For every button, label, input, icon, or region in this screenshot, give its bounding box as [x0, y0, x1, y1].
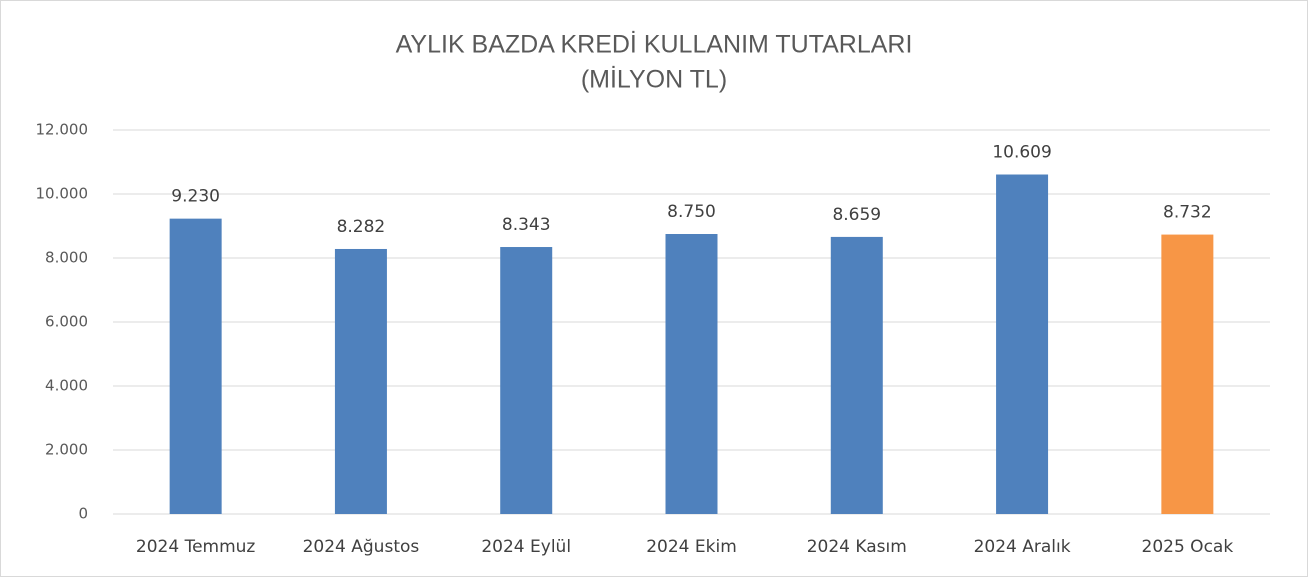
- data-label: 8.750: [667, 202, 716, 222]
- data-label: 8.659: [832, 205, 881, 225]
- bar: [830, 236, 883, 515]
- data-label: 10.609: [992, 143, 1051, 163]
- bar: [1161, 234, 1214, 515]
- bar: [500, 247, 553, 515]
- x-tick-label: 2024 Kasım: [807, 537, 907, 557]
- x-tick-label: 2025 Ocak: [1142, 537, 1234, 557]
- x-tick-label: 2024 Eylül: [481, 537, 571, 557]
- x-tick-label: 2024 Ekim: [646, 537, 737, 557]
- bar: [996, 174, 1049, 514]
- x-tick-label: 2024 Aralık: [974, 537, 1071, 557]
- bar: [665, 234, 718, 514]
- y-tick-label: 0: [78, 505, 88, 523]
- chart-subtitle: (MİLYON TL): [581, 65, 727, 94]
- chart-title: AYLIK BAZDA KREDİ KULLANIM TUTARLARI: [396, 30, 913, 59]
- x-tick-label: 2024 Temmuz: [136, 537, 256, 557]
- y-tick-label: 10.000: [36, 185, 89, 203]
- y-tick-label: 8.000: [45, 249, 88, 267]
- x-tick-label: 2024 Ağustos: [303, 537, 420, 557]
- y-tick-label: 6.000: [45, 313, 88, 331]
- bar: [169, 218, 222, 514]
- bar: [334, 248, 387, 514]
- y-tick-label: 4.000: [45, 377, 88, 395]
- y-tick-label: 12.000: [36, 121, 89, 139]
- y-tick-label: 2.000: [45, 441, 88, 459]
- data-label: 8.282: [337, 217, 386, 237]
- data-label: 9.230: [171, 187, 220, 207]
- data-label: 8.343: [502, 215, 551, 235]
- data-label: 8.732: [1163, 203, 1212, 223]
